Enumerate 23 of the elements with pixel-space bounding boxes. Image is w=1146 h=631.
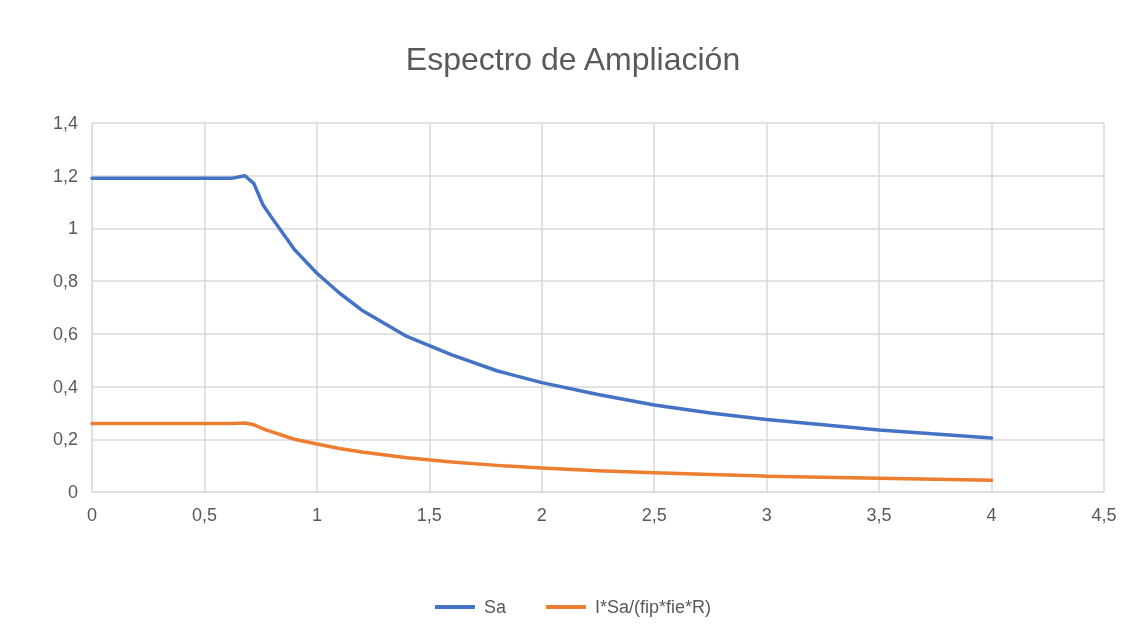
- x-tick-label: 1,5: [416, 505, 442, 525]
- y-tick-label: 0,6: [52, 323, 78, 344]
- y-tick-label: 1,4: [52, 113, 78, 133]
- line-series: [90, 421, 994, 482]
- x-tick-label: 4: [986, 505, 997, 525]
- y-tick-label: 1: [67, 218, 78, 239]
- x-tick-label: 4,5: [1091, 505, 1117, 525]
- x-tick-label: 3,5: [866, 505, 892, 525]
- y-tick-label: 0,2: [52, 429, 78, 450]
- legend-label: I*Sa/(fip*fie*R): [594, 597, 712, 617]
- chart-title: Espectro de Ampliación: [405, 41, 741, 77]
- legend-label: Sa: [483, 597, 507, 617]
- y-tick-label: 1,2: [52, 165, 78, 186]
- y-tick-label: 0,4: [52, 376, 78, 397]
- x-tick-label: 3: [761, 505, 772, 525]
- x-tick-label: 2: [536, 505, 547, 525]
- line-series: [90, 173, 994, 440]
- x-tick-label: 1: [311, 505, 322, 525]
- x-tick-label: 2,5: [641, 505, 667, 525]
- x-tick-label: 0,5: [191, 505, 217, 525]
- y-tick-label: 0,8: [52, 271, 78, 292]
- x-tick-label: 0: [86, 505, 98, 525]
- y-tick-label: 0: [67, 482, 78, 502]
